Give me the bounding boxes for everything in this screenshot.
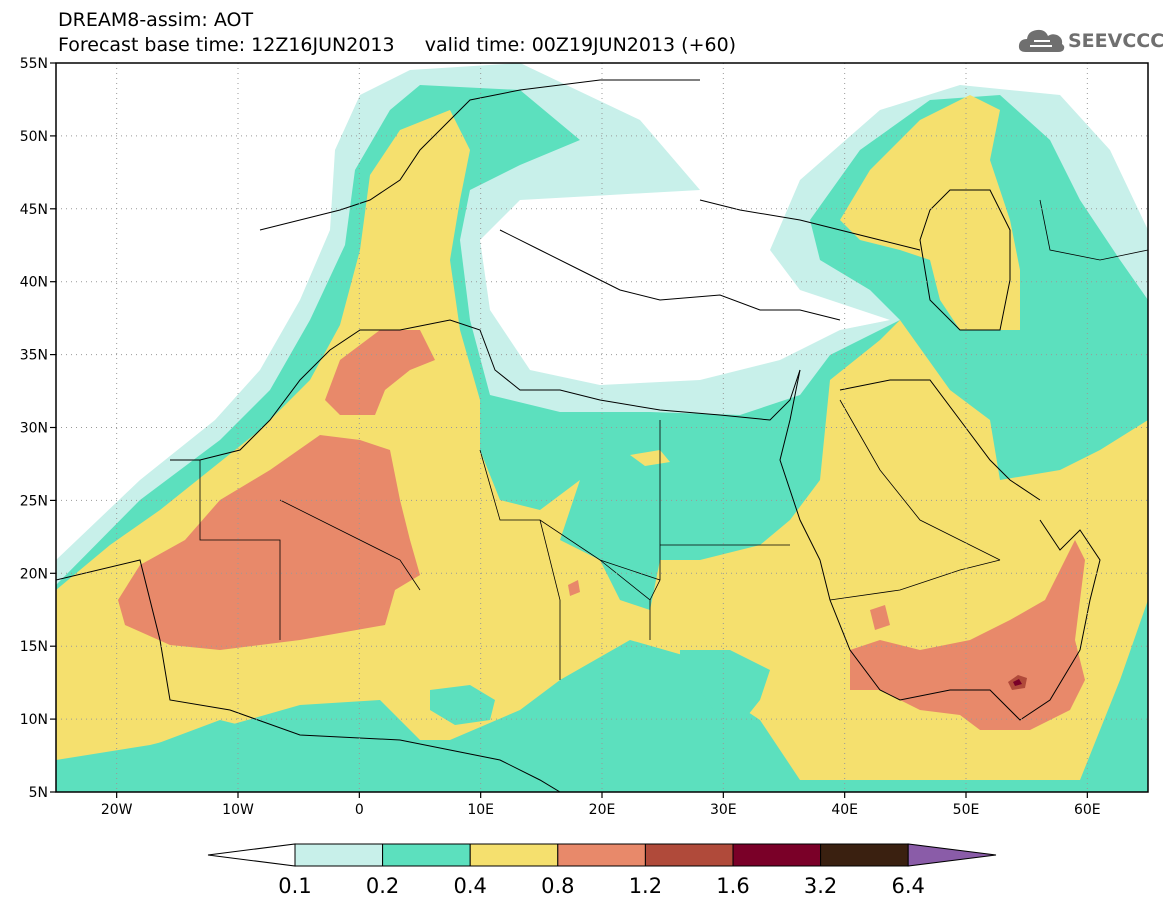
lat-tick-label: 40N [20, 275, 48, 291]
lat-tick-label: 35N [20, 348, 48, 364]
lat-tick-label: 50N [20, 129, 48, 145]
colorbar-swatch [382, 843, 471, 867]
lon-tick-label: 20E [589, 802, 616, 818]
lon-tick-label: 40E [831, 802, 858, 818]
aot-contour-0.8-morocco [325, 330, 435, 415]
colorbar-swatch [644, 843, 734, 867]
colorbar-swatch [557, 843, 646, 867]
logo-text: SEEVCCC [1068, 30, 1165, 52]
colorbar-swatch [732, 843, 822, 867]
colorbar: 0.1 0.2 0.4 0.8 1.2 1.6 3.2 6.4 [207, 843, 997, 898]
aot-contour-0.2-sudan [680, 650, 770, 725]
cloud-icon [1018, 29, 1065, 52]
lon-tick-label: 10E [467, 802, 494, 818]
colorbar-label: 0.2 [366, 874, 399, 898]
gridlines [56, 63, 1148, 792]
title-line-2: Forecast base time: 12Z16JUN2013 valid t… [58, 34, 737, 56]
aot-contour-0.2-nigeria [430, 685, 495, 725]
lon-tick-label: 60E [1074, 802, 1101, 818]
lon-tick-label: 20W [101, 802, 133, 818]
aot-contour-1.6-spot [1013, 679, 1022, 686]
lat-tick-label: 30N [20, 421, 48, 437]
colorbar-swatch [294, 843, 384, 867]
lat-tick-label: 55N [20, 56, 48, 72]
lon-tick-label: 50E [953, 802, 980, 818]
aot-contour-0.8-sahara [118, 435, 420, 650]
aot-contour-0.4-caspian [840, 95, 1020, 330]
colorbar-label: 1.2 [629, 874, 662, 898]
lon-tick-label: 30E [710, 802, 737, 818]
lat-tick-label: 5N [29, 785, 48, 801]
colorbar-label: 0.1 [278, 874, 311, 898]
lat-tick-label: 45N [20, 202, 48, 218]
colorbar-label: 0.4 [453, 874, 486, 898]
seevccc-logo: SEEVCCC [1016, 24, 1164, 58]
aot-contour-0.8-yemen-coast [870, 605, 890, 630]
latitude-axis: 55N 50N 45N 40N 35N 30N 25N 20N 15N 10N 5N [20, 56, 56, 801]
colorbar-label: 1.6 [716, 874, 749, 898]
country-borders [199, 199, 1148, 680]
colorbar-swatch [820, 843, 909, 867]
colorbar-high-arrow [907, 843, 997, 867]
colorbar-low-arrow [207, 843, 296, 867]
lat-tick-label: 20N [20, 566, 48, 582]
colorbar-label: 0.8 [541, 874, 574, 898]
lat-tick-label: 10N [20, 712, 48, 728]
lon-tick-label: 10W [222, 802, 254, 818]
aot-contour-0.8-libya-spot [568, 580, 580, 596]
longitude-axis: 20W 10W 0 10E 20E 30E 40E 50E 60E [101, 792, 1101, 818]
colorbar-label: 6.4 [891, 874, 924, 898]
lon-tick-label: 0 [355, 802, 364, 818]
coastlines [56, 79, 1101, 792]
colorbar-label: 3.2 [804, 874, 837, 898]
lat-tick-label: 25N [20, 493, 48, 509]
title-line-1: DREAM8-assim: AOT [58, 9, 254, 31]
aot-contour-0.8-arabia [850, 540, 1085, 730]
colorbar-swatch [469, 843, 559, 867]
lat-tick-label: 15N [20, 639, 48, 655]
